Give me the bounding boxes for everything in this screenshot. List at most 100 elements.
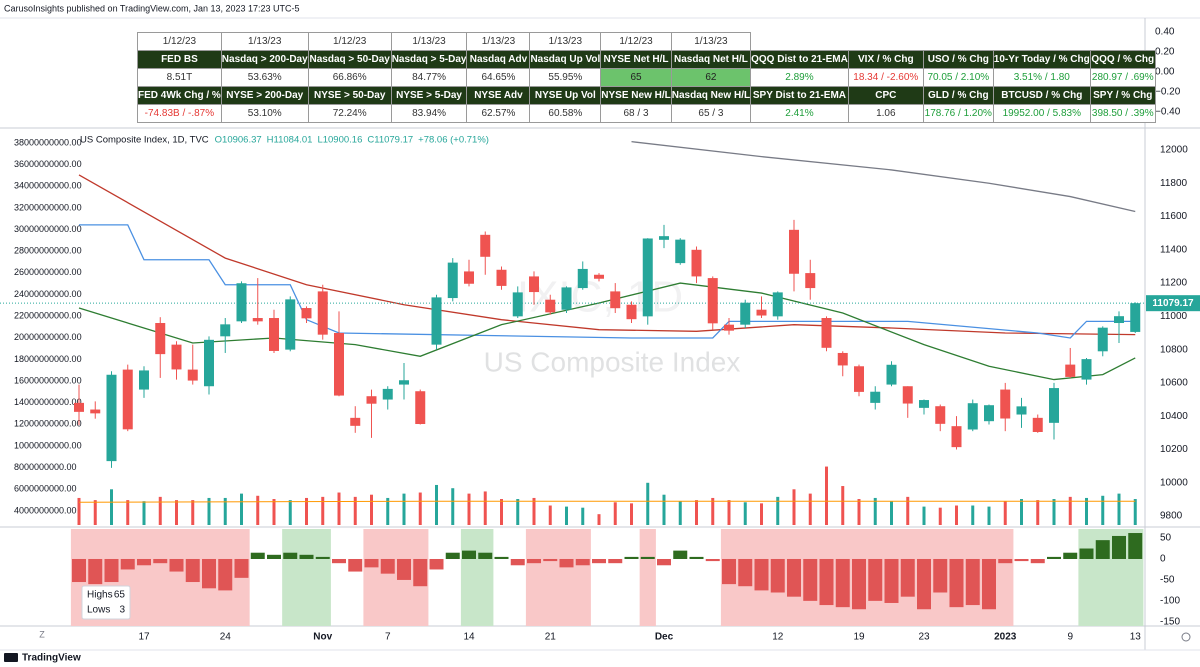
highs-lows-bar [429,558,444,570]
legend-name: Lows [87,605,110,616]
volume-bar [890,501,893,525]
highs-lows-bar [462,550,476,559]
candle-body [187,369,198,381]
zoom-button[interactable]: Z [39,629,45,639]
table-cell: NYSE New H/L [600,86,672,105]
y-tick-label: 24000000000.00 [14,289,82,299]
table-cell: NYSE Adv [466,86,531,105]
highs-lows-bar [332,558,346,564]
y-tick-label: 34000000000.00 [14,181,82,191]
candle-body [90,409,101,414]
y-tick-label: 0.20 [1155,47,1175,58]
highs-lows-bar [315,556,330,559]
y-tick-label: 11000 [1160,311,1188,322]
watermark: US Composite Index [484,346,741,377]
legend-title: US Composite Index, 1D, TVC [80,135,209,146]
highs-lows-bar [640,556,655,559]
legend-value: C11079.17 [367,135,413,146]
volume-bar [727,500,731,525]
candle-body [1130,303,1141,332]
candle-body [252,318,263,322]
table-row: 8.51T 53.63% 66.86% 84.77% 64.65% 55.95% 65 62 2… [137,68,1156,87]
candle-body [1081,359,1092,380]
table-cell: 19952.00 / 5.83% [992,104,1091,123]
highs-lows-bar [754,558,769,591]
table-cell: NYSE > 5-Day [390,86,468,105]
moving-average [78,174,1136,336]
volume-bar [272,499,276,525]
candle-body [269,318,279,351]
candle-body [642,238,653,317]
table-cell: BTCUSD / % Chg [992,86,1091,105]
volume-bar [483,491,487,525]
y-tick-label: 26000000000.00 [14,267,82,277]
candle-body [756,309,767,316]
candle-body [236,283,247,322]
volume-bar [1101,495,1105,525]
highs-lows-bar [348,558,363,572]
table-cell: NYSE Net H/L [600,50,672,69]
highs-lows-bar [413,558,428,587]
highs-lows-bar [770,558,785,593]
candle-body [220,324,231,337]
table-cell: 70.05 / 2.10% [922,68,994,87]
highs-lows-bar [299,554,314,559]
table-cell: 60.58% [529,104,602,123]
highs-lows-bar [153,558,168,564]
x-tick-label: 14 [463,632,475,643]
highs-lows-bar [120,558,135,570]
volume-bar [646,482,650,525]
table-cell: 178.76 / 1.20% [922,104,994,123]
highlight-band [720,529,1014,626]
table-cell: NYSE > 200-Day [220,86,309,105]
y-tick-label: 38000000000.00 [14,137,82,147]
candle-body [415,391,426,425]
volume-bar [1068,496,1072,525]
table-cell: 53.10% [220,104,309,123]
y-tick-label: 22000000000.00 [14,311,82,321]
x-tick-label: 17 [138,632,150,643]
candle-body [1032,417,1043,432]
table-cell: 55.95% [529,68,602,87]
candle-body [691,249,702,277]
table-cell: 65 / 3 [670,104,752,123]
volume-bar [841,486,845,525]
table-cell: 2.89% [750,68,849,87]
highs-lows-bar [267,554,281,559]
volume-bar [825,466,828,525]
settings-icon[interactable] [1181,632,1191,642]
table-cell: Nasdaq Net H/L [670,50,752,69]
x-tick-label: 21 [545,632,557,643]
volume-bar [500,499,503,525]
volume-ma [78,500,1136,503]
highs-lows-bar [624,556,639,559]
volume-bar [581,507,585,525]
volume-bar [565,506,568,525]
highs-lows-bar [673,550,688,559]
table-cell: 72.24% [307,104,392,123]
volume-bar [906,496,910,525]
y-tick-label: 12000000000.00 [14,419,82,429]
candle-body [659,236,669,240]
candle-body [496,269,507,286]
highlight-band [282,529,331,626]
candle-body [171,344,182,370]
candle-body [854,366,864,392]
y-tick-label: 4000000000.00 [14,505,77,515]
y-tick-label: 50 [1160,533,1172,544]
y-tick-label: 30000000000.00 [14,224,82,234]
candle-body [480,234,491,257]
volume-bar [435,484,438,525]
volume-bar [1003,501,1007,525]
highs-lows-bar [104,558,119,583]
table-cell: Nasdaq > 5-Day [390,50,468,69]
candle-body [1016,406,1027,415]
table-cell: QQQ / % Chg [1089,50,1156,69]
brand[interactable]: TradingView [22,653,81,664]
candle-body [382,388,393,400]
tv-logo[interactable]: TradingView [4,653,81,664]
candle-body [447,262,458,299]
legend-box [81,585,131,620]
highs-lows-bar [819,558,834,606]
